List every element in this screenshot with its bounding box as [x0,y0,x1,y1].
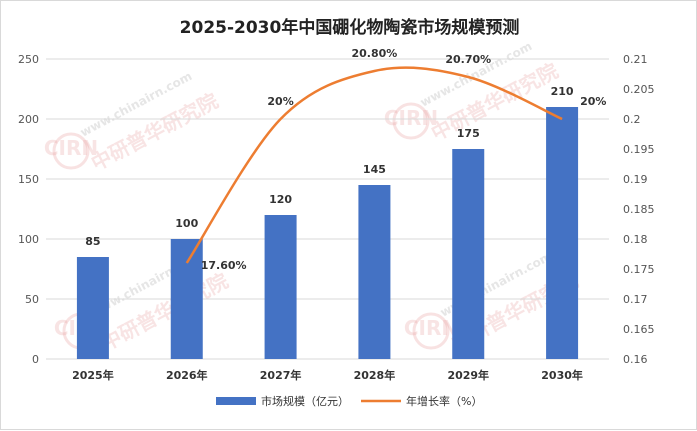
line-data-label: 20% [267,95,293,108]
bar [358,185,391,359]
x-axis-tick-label: 2028年 [354,368,396,382]
y-axis-tick-label: 0 [32,353,39,366]
y2-axis-tick-label: 0.18 [623,233,648,246]
line-data-label: 20.80% [352,47,398,60]
bar-data-label: 85 [85,235,100,248]
bar-data-label: 100 [175,217,198,230]
y2-axis-tick-label: 0.195 [623,143,655,156]
y-axis-tick-label: 100 [18,233,39,246]
bar [76,257,109,359]
bar [546,107,579,359]
growth-rate-line [185,66,563,264]
y2-axis-tick-label: 0.165 [623,323,655,336]
y2-axis-tick-label: 0.16 [623,353,648,366]
y-axis-tick-label: 200 [18,113,39,126]
x-axis-tick-label: 2025年 [72,368,114,382]
line-data-label: 20% [580,95,606,108]
watermark-logo-ring [52,132,90,170]
line-data-label: 17.60% [201,259,247,272]
y2-axis-tick-label: 0.2 [623,113,641,126]
watermark-logo: CIRN [384,106,438,130]
bar [452,149,485,359]
x-axis-tick-label: 2027年 [260,368,302,382]
bar-data-label: 175 [457,127,480,140]
bar [264,215,297,359]
bar [170,239,203,359]
y-axis-tick-label: 250 [18,53,39,66]
watermark-logo: CIRN [404,316,458,340]
bar-data-label: 120 [269,193,292,206]
watermark-logo-ring [412,312,450,350]
x-axis-tick-label: 2030年 [541,368,583,382]
legend-swatch-bar [216,397,256,405]
y2-axis-tick-label: 0.175 [623,263,655,276]
bar-data-label: 210 [551,85,574,98]
legend-label: 市场规模（亿元） [261,394,349,408]
watermark-logo-ring [392,102,430,140]
line-data-label: 20.70% [445,53,491,66]
y-axis-tick-label: 50 [25,293,39,306]
x-axis-tick-label: 2029年 [447,368,489,382]
bar-data-label: 145 [363,163,386,176]
legend-label: 年增长率（%） [406,394,482,408]
y2-axis-tick-label: 0.17 [623,293,648,306]
y2-axis-tick-label: 0.205 [623,83,655,96]
y2-axis-tick-label: 0.21 [623,53,648,66]
y2-axis-tick-label: 0.19 [623,173,648,186]
y-axis-tick-label: 150 [18,173,39,186]
x-axis-tick-label: 2026年 [166,368,208,382]
y2-axis-tick-label: 0.185 [623,203,655,216]
chart-title: 2025-2030年中国硼化物陶瓷市场规模预测 [179,18,520,38]
watermark-logo: CIRN [44,136,98,160]
